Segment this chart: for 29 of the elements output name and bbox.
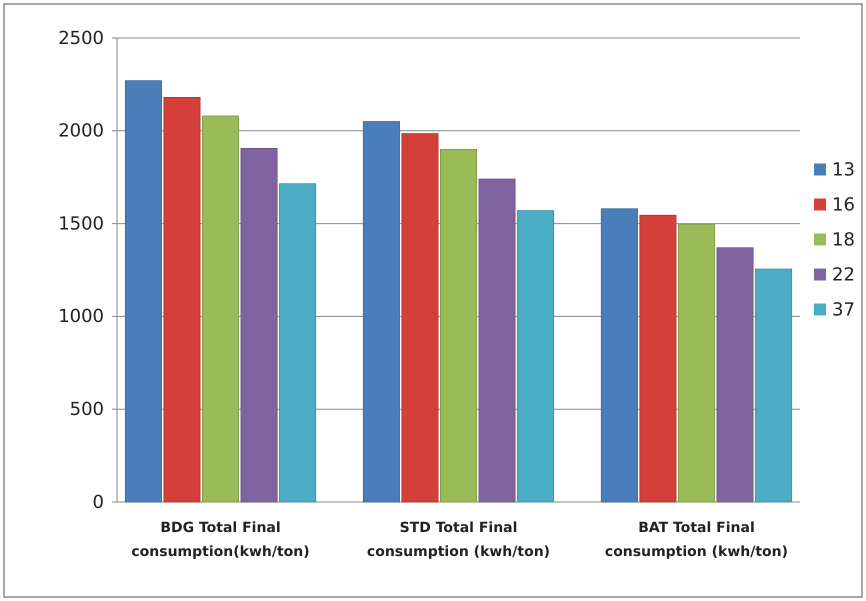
bar xyxy=(124,80,162,502)
y-tick-label: 2500 xyxy=(58,28,104,49)
bar xyxy=(517,210,554,502)
legend-label: 16 xyxy=(832,194,855,216)
legend-label: 18 xyxy=(832,230,855,250)
y-tick-label: 2000 xyxy=(58,120,104,142)
bar xyxy=(362,121,400,502)
x-tick-label: BAT Total Final consumption (kwh/ton) xyxy=(604,520,788,560)
bar xyxy=(440,148,478,502)
bar xyxy=(716,247,754,502)
x-tick-label: BDG Total Final consumption(kwh/ton) xyxy=(131,520,310,560)
bar xyxy=(202,116,240,502)
legend-label: 22 xyxy=(832,264,855,286)
bar xyxy=(600,208,638,502)
bar xyxy=(678,224,715,502)
bar xyxy=(755,268,792,502)
bar xyxy=(401,133,438,502)
bar xyxy=(478,178,516,502)
legend-label: 13 xyxy=(832,160,855,180)
bar xyxy=(639,214,676,502)
bar xyxy=(279,183,316,502)
y-tick-label: 500 xyxy=(70,398,104,420)
y-tick-label: 0 xyxy=(92,492,104,513)
y-tick-label: 1500 xyxy=(58,213,104,234)
x-tick-label: STD Total Final consumption (kwh/ton) xyxy=(366,520,550,560)
bar xyxy=(163,96,200,502)
y-tick-label: 1000 xyxy=(58,306,104,328)
legend-label: 37 xyxy=(832,300,855,320)
bar xyxy=(240,148,278,502)
